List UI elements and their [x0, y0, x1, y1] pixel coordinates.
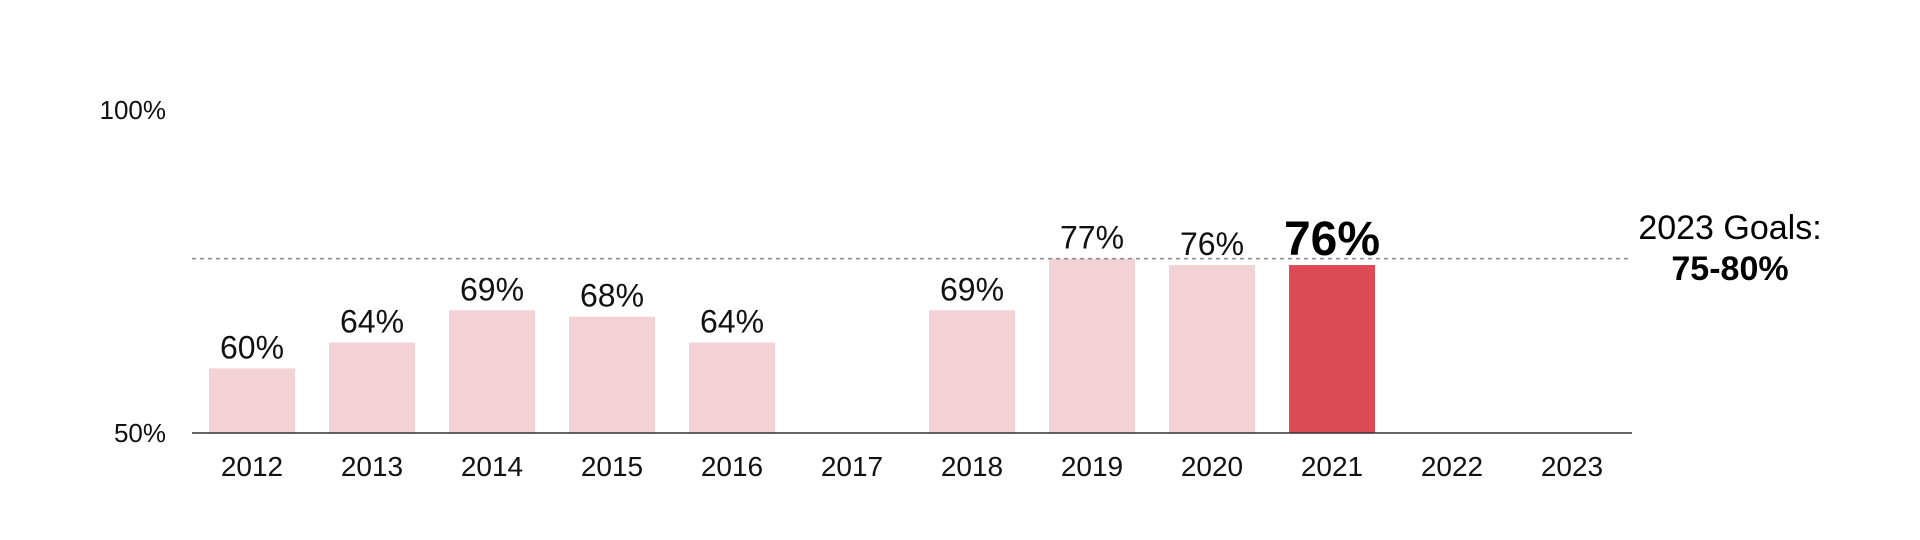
value-label-2020: 76%: [1180, 226, 1244, 262]
goal-label-range: 75-80%: [1671, 249, 1789, 288]
x-tick-label-2014: 2014: [461, 451, 523, 482]
bar-2016: [689, 342, 775, 433]
bar-2015: [569, 316, 655, 433]
x-tick-label-2020: 2020: [1181, 451, 1243, 482]
x-tick-label-2012: 2012: [221, 451, 283, 482]
value-label-2016: 64%: [700, 304, 764, 340]
value-label-2018: 69%: [940, 271, 1004, 307]
goal-label-title: 2023 Goals:: [1638, 209, 1822, 247]
goal-annotation: 2023 Goals: 75-80%: [1600, 208, 1860, 290]
x-tick-label-2019: 2019: [1061, 451, 1123, 482]
x-tick-label-2018: 2018: [941, 451, 1003, 482]
bar-2013: [329, 342, 415, 433]
x-tick-label-2017: 2017: [821, 451, 883, 482]
y-axis-ticks: 50% 100%: [100, 95, 167, 448]
y-tick-label: 100%: [100, 95, 167, 125]
value-labels-group: 60% 64% 69% 68% 64% 69% 77% 76% 76%: [220, 213, 1380, 365]
bar-2020: [1169, 265, 1255, 433]
x-tick-label-2016: 2016: [701, 451, 763, 482]
x-axis-labels: 2012 2013 2014 2015 2016 2017 2018 2019 2020 2021…: [221, 451, 1603, 482]
bar-2014: [449, 310, 535, 433]
value-label-2013: 64%: [340, 304, 404, 340]
bar-2019: [1049, 258, 1135, 433]
x-tick-label-2021: 2021: [1301, 451, 1363, 482]
value-label-2021: 76%: [1284, 213, 1380, 266]
bar-2018: [929, 310, 1015, 433]
x-tick-label-2022: 2022: [1421, 451, 1483, 482]
bars-group: [209, 258, 1375, 433]
bar-2021: [1289, 265, 1375, 433]
x-tick-label-2015: 2015: [581, 451, 643, 482]
x-tick-label-2013: 2013: [341, 451, 403, 482]
value-label-2012: 60%: [220, 329, 284, 365]
bar-2012: [209, 368, 295, 433]
x-tick-label-2023: 2023: [1541, 451, 1603, 482]
value-label-2015: 68%: [580, 278, 644, 314]
value-label-2014: 69%: [460, 271, 524, 307]
value-label-2019: 77%: [1060, 220, 1124, 256]
y-tick-label: 50%: [114, 418, 166, 448]
